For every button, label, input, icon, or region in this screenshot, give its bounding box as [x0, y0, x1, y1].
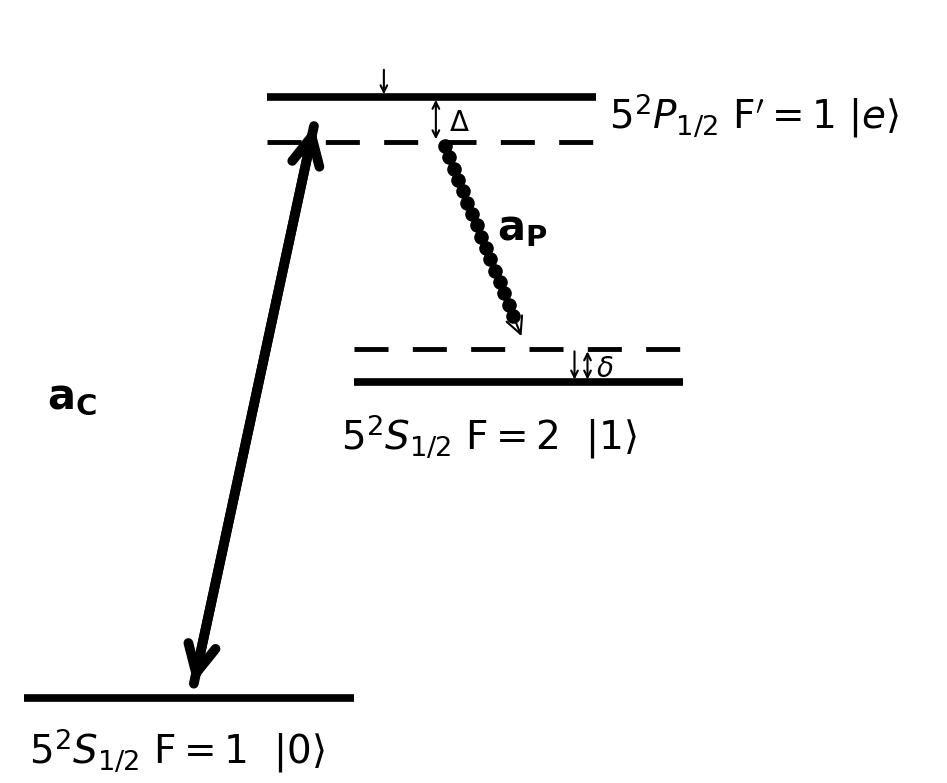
- Point: [483, 253, 498, 265]
- Point: [488, 265, 503, 277]
- Point: [474, 230, 489, 243]
- Point: [441, 151, 456, 164]
- Point: [460, 197, 475, 209]
- Point: [464, 207, 479, 220]
- Point: [496, 287, 511, 300]
- Text: $\mathbf{a}_\mathbf{P}$: $\mathbf{a}_\mathbf{P}$: [496, 207, 547, 250]
- Text: $5^2S_{1/2}\ \mathrm{F}{=}2\ \ |1\rangle$: $5^2S_{1/2}\ \mathrm{F}{=}2\ \ |1\rangle…: [341, 412, 636, 460]
- Text: $\mathbf{a}_\mathbf{C}$: $\mathbf{a}_\mathbf{C}$: [47, 377, 97, 418]
- Point: [492, 276, 508, 288]
- Point: [501, 298, 516, 311]
- Point: [478, 242, 493, 254]
- Point: [506, 310, 521, 323]
- Point: [446, 162, 461, 175]
- Point: [437, 139, 452, 152]
- Text: $5^2P_{1/2}\ \mathrm{F}'{=}1\ |e\rangle$: $5^2P_{1/2}\ \mathrm{F}'{=}1\ |e\rangle$: [609, 92, 900, 140]
- Text: $5^2S_{1/2}\ \mathrm{F}{=}1\ \ |0\rangle$: $5^2S_{1/2}\ \mathrm{F}{=}1\ \ |0\rangle…: [28, 726, 325, 774]
- Point: [456, 185, 471, 197]
- Text: $\Delta$: $\Delta$: [449, 110, 470, 137]
- Text: $\delta$: $\delta$: [597, 355, 614, 383]
- Point: [451, 174, 466, 186]
- Point: [469, 219, 484, 232]
